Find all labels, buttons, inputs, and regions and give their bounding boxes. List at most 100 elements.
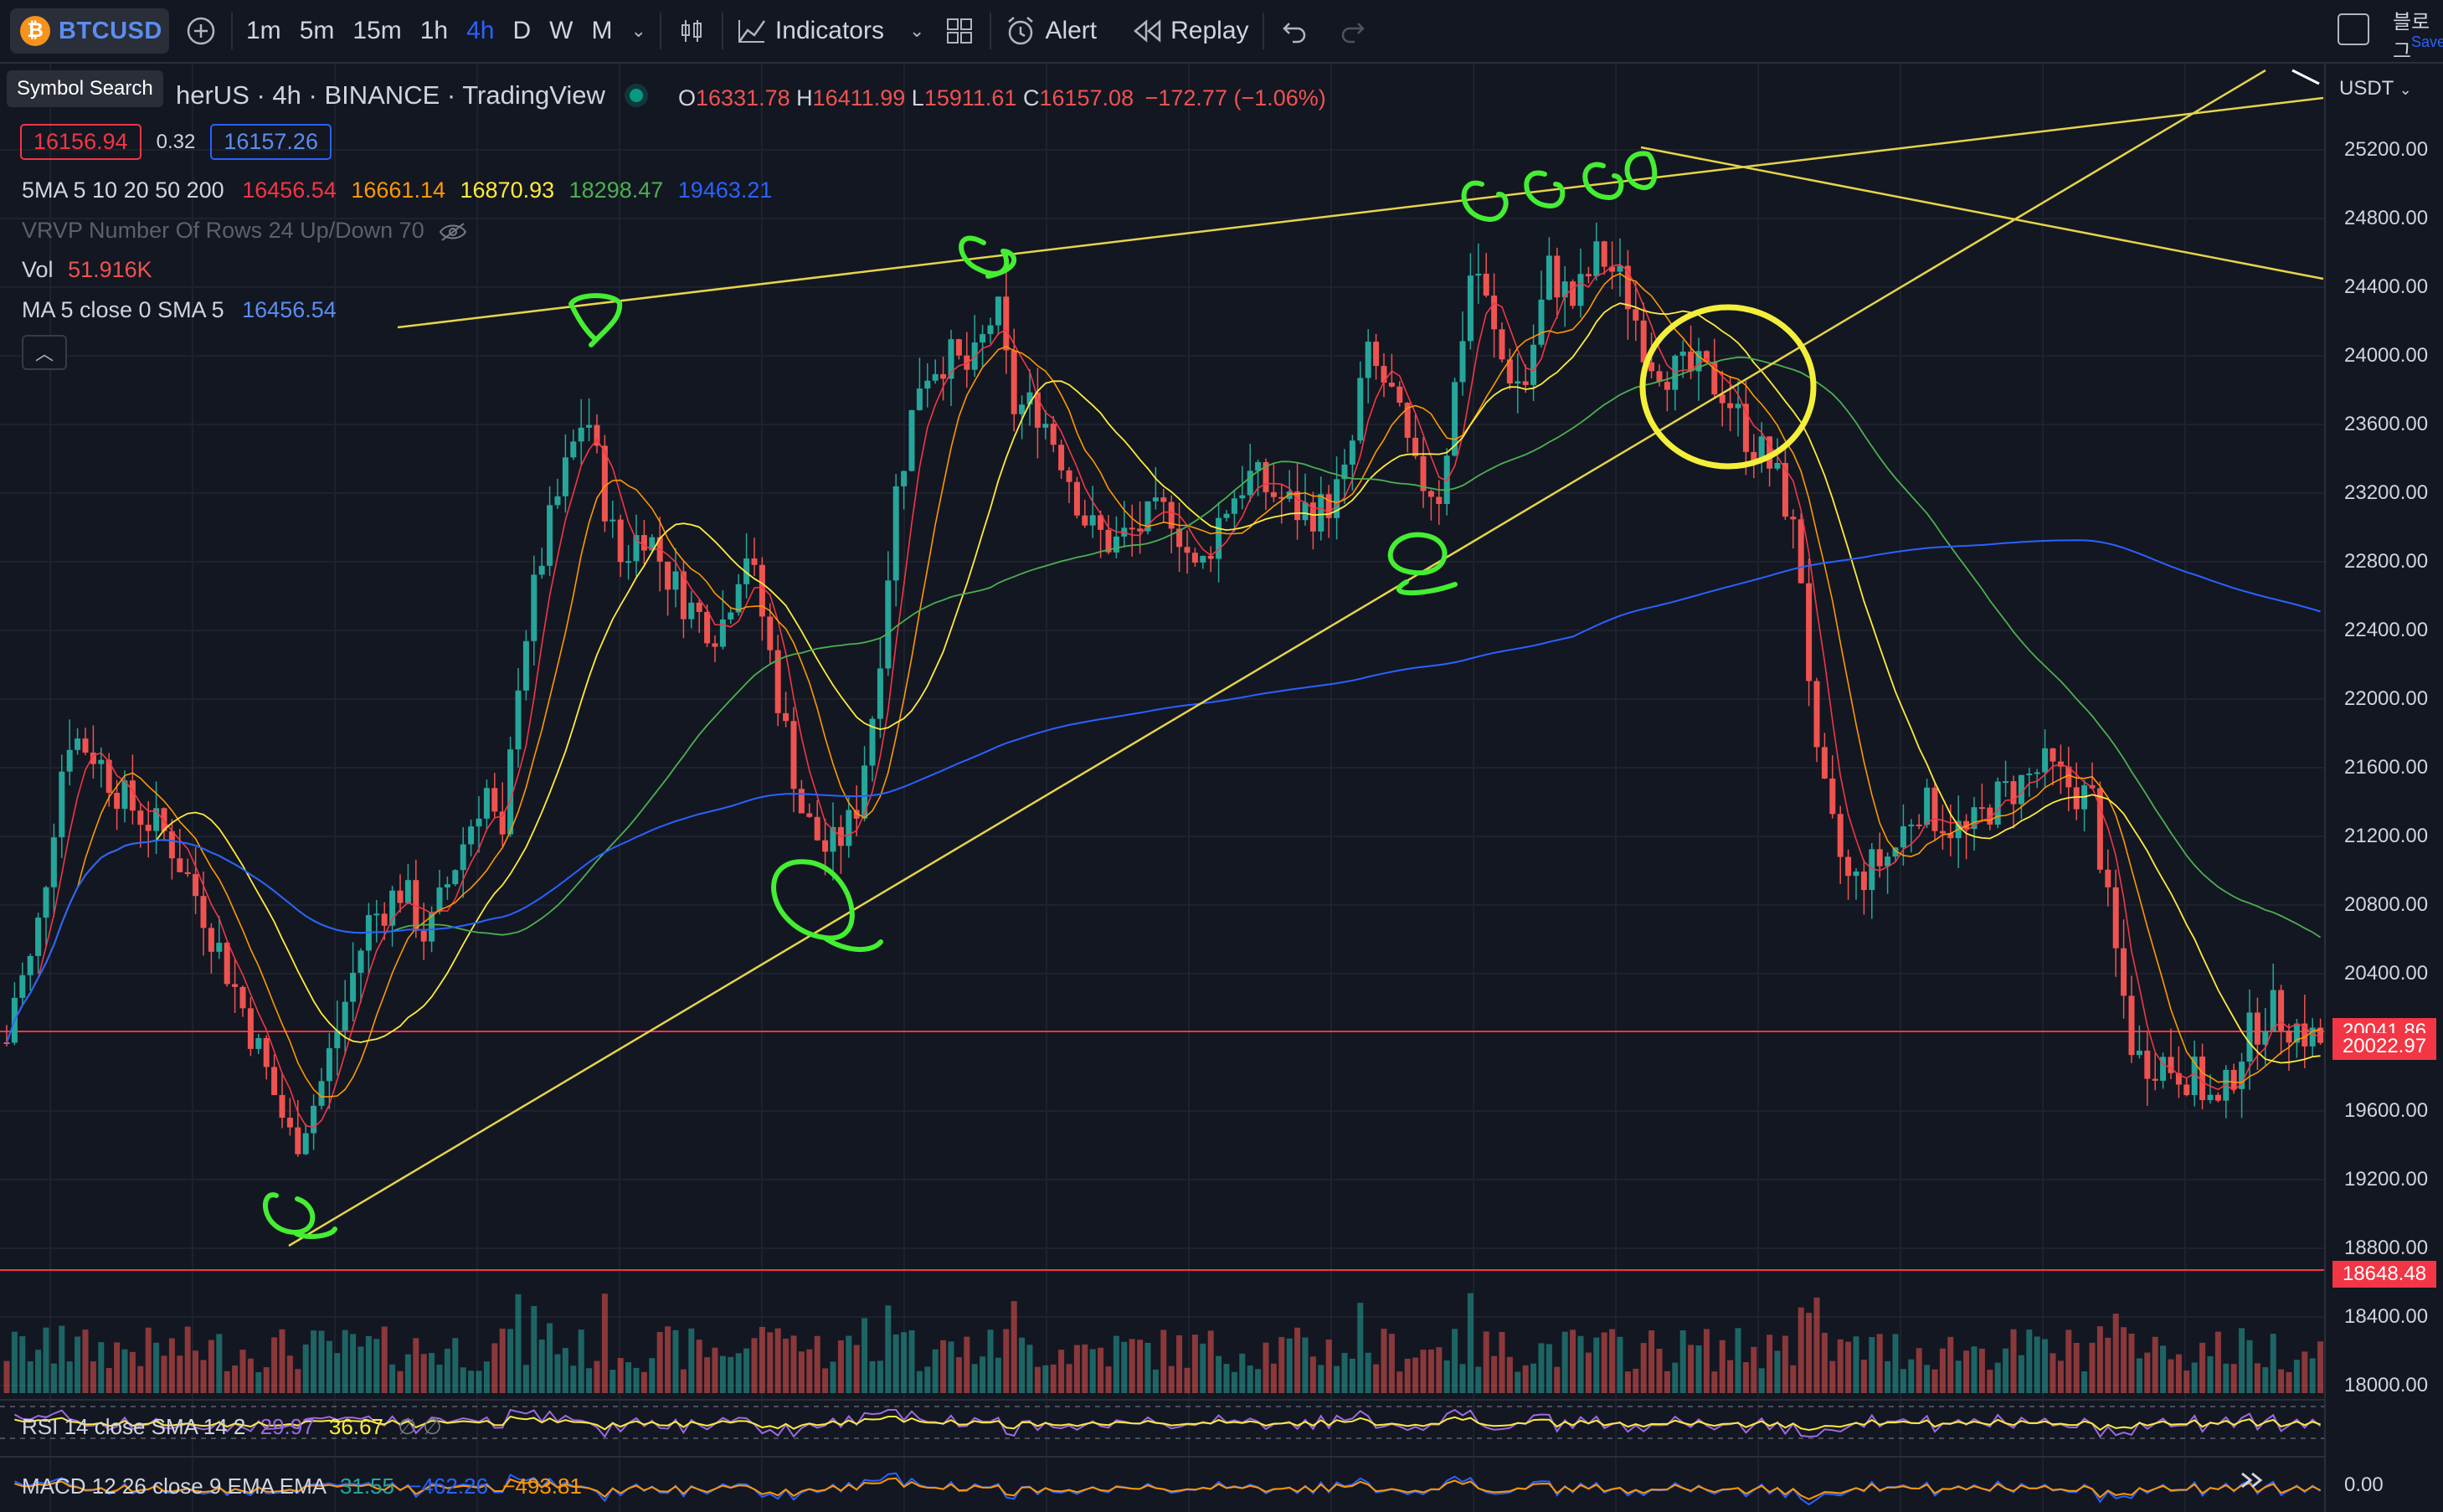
candle-body <box>2168 1057 2174 1073</box>
vrvp-legend[interactable]: VRVP Number Of Rows 24 Up/Down 70 <box>22 218 467 244</box>
collapse-legend-button[interactable]: ︿ <box>22 335 67 370</box>
volume-legend[interactable]: Vol 51.916K <box>22 257 152 282</box>
candle-body <box>1381 366 1387 383</box>
volume-bar <box>625 1362 632 1393</box>
volume-bar <box>19 1336 26 1393</box>
price-axis-label: 21200.00 <box>2344 825 2429 847</box>
buy-price-button[interactable]: 16157.26 <box>210 124 332 160</box>
volume-bar <box>2096 1326 2103 1393</box>
interval-1m[interactable]: 1m <box>246 17 281 44</box>
scroll-to-realtime-icon[interactable] <box>2241 1472 2263 1489</box>
sell-price-button[interactable]: 16156.94 <box>20 124 141 160</box>
trough-mark-1[interactable] <box>1387 532 1458 596</box>
fullscreen-checkbox-icon[interactable] <box>2338 13 2369 45</box>
undo-icon[interactable] <box>1278 14 1311 48</box>
volume-bar <box>1365 1352 1371 1393</box>
peak-mark-3b[interactable] <box>1524 170 1566 208</box>
candle-body <box>1751 451 1757 462</box>
lower-trendline[interactable] <box>288 69 2266 1247</box>
interval-d[interactable]: D <box>512 17 532 44</box>
volume-bar <box>853 1345 860 1393</box>
volume-bar <box>2152 1336 2158 1393</box>
peak-mark-3c[interactable] <box>1582 162 1624 200</box>
replay-button[interactable]: Replay <box>1132 17 1249 45</box>
sma-legend[interactable]: 5MA 5 10 20 50 200 16456.54 16661.14 168… <box>22 177 773 203</box>
volume-bar <box>1420 1350 1427 1393</box>
alert-button[interactable]: Alert <box>1005 15 1097 47</box>
volume-bar <box>1491 1355 1498 1393</box>
ma-legend[interactable]: MA 5 close 0 SMA 5 16456.54 <box>22 297 337 322</box>
volume-bar <box>1089 1349 1096 1393</box>
candle-body <box>877 668 883 719</box>
volume-bar <box>2183 1371 2190 1393</box>
interval-dropdown-icon[interactable]: ⌄ <box>630 20 646 41</box>
hidden-eye-icon[interactable] <box>439 222 467 242</box>
candle-body <box>704 611 711 644</box>
header-right-text[interactable]: 블로그 <box>2393 11 2430 63</box>
market-status-dot[interactable] <box>630 89 643 102</box>
candle-body <box>98 759 105 764</box>
volume-bar <box>2254 1363 2260 1393</box>
symbol-search-button[interactable]: ₿ BTCUSD <box>10 8 169 54</box>
volume-bar <box>82 1329 89 1393</box>
descending-trendline[interactable] <box>1640 146 2324 280</box>
interval-5m[interactable]: 5m <box>299 17 335 44</box>
volume-bar <box>1806 1313 1813 1393</box>
candle-body <box>452 870 459 885</box>
interval-15m[interactable]: 15m <box>352 17 402 44</box>
currency-selector[interactable]: USDT ⌄ <box>2339 77 2412 100</box>
volume-bar <box>1255 1369 1262 1393</box>
interval-m[interactable]: M <box>591 17 613 44</box>
save-link[interactable]: Save <box>2411 33 2443 50</box>
indicators-dropdown-icon[interactable]: ⌄ <box>909 20 925 41</box>
redo-icon[interactable] <box>1336 14 1370 48</box>
highlight-circle[interactable] <box>1639 304 1817 470</box>
volume-bar <box>2230 1364 2237 1393</box>
volume-bar <box>2003 1348 2009 1393</box>
peak-mark-3a[interactable] <box>1461 180 1509 222</box>
spread-value: 0.32 <box>156 130 196 153</box>
trough-mark-3[interactable] <box>263 1192 337 1239</box>
volume-bar <box>2302 1351 2308 1393</box>
alarm-clock-icon <box>1008 17 1034 45</box>
volume-bar <box>1751 1346 1757 1393</box>
interval-4h[interactable]: 4h <box>466 17 495 44</box>
peak-mark-1[interactable] <box>568 293 623 347</box>
indicators-button[interactable]: Indicators <box>737 17 884 45</box>
volume-bar <box>1931 1369 1938 1393</box>
interval-w[interactable]: W <box>549 17 573 44</box>
volume-bar <box>1129 1339 1135 1393</box>
volume-bar <box>11 1331 18 1393</box>
volume-bar <box>1601 1332 1607 1393</box>
layout-grid-icon[interactable] <box>943 14 976 48</box>
volume-bar <box>1664 1371 1670 1393</box>
volume-bar <box>783 1338 789 1393</box>
candle-body <box>1105 529 1112 553</box>
candle-body <box>1633 309 1639 321</box>
trend-lines[interactable] <box>288 69 2324 1247</box>
peak-mark-2[interactable] <box>959 235 1017 279</box>
volume-bar <box>1577 1335 1584 1393</box>
hand-drawn-marks[interactable] <box>263 151 1658 1239</box>
volume-bar <box>1443 1360 1450 1393</box>
peak-mark-3d[interactable] <box>1624 151 1658 190</box>
candle-style-icon[interactable] <box>675 14 708 48</box>
volume-bar <box>263 1367 270 1393</box>
compare-add-icon[interactable] <box>184 14 218 48</box>
candle-body <box>1947 833 1954 839</box>
interval-1h[interactable]: 1h <box>419 17 449 44</box>
price-axis-label: 23600.00 <box>2344 413 2429 435</box>
volume-bar <box>728 1356 734 1393</box>
upper-trendline[interactable] <box>397 96 2324 329</box>
volume-bar <box>491 1343 498 1393</box>
volume-bar <box>1121 1341 1128 1393</box>
volume-bar <box>1452 1329 1458 1393</box>
volume-bar <box>365 1335 372 1393</box>
rsi-legend[interactable]: RSI 14 close SMA 14 2 29.97 36.67 ∅ ∅ <box>22 1414 442 1439</box>
candle-body <box>601 445 608 522</box>
chevron-down-icon: ⌄ <box>2399 81 2412 98</box>
candle-body <box>1073 481 1080 516</box>
macd-legend[interactable]: MACD 12 26 close 9 EMA EMA 31.55 −462.26… <box>22 1473 582 1499</box>
trough-mark-2[interactable] <box>771 859 883 953</box>
